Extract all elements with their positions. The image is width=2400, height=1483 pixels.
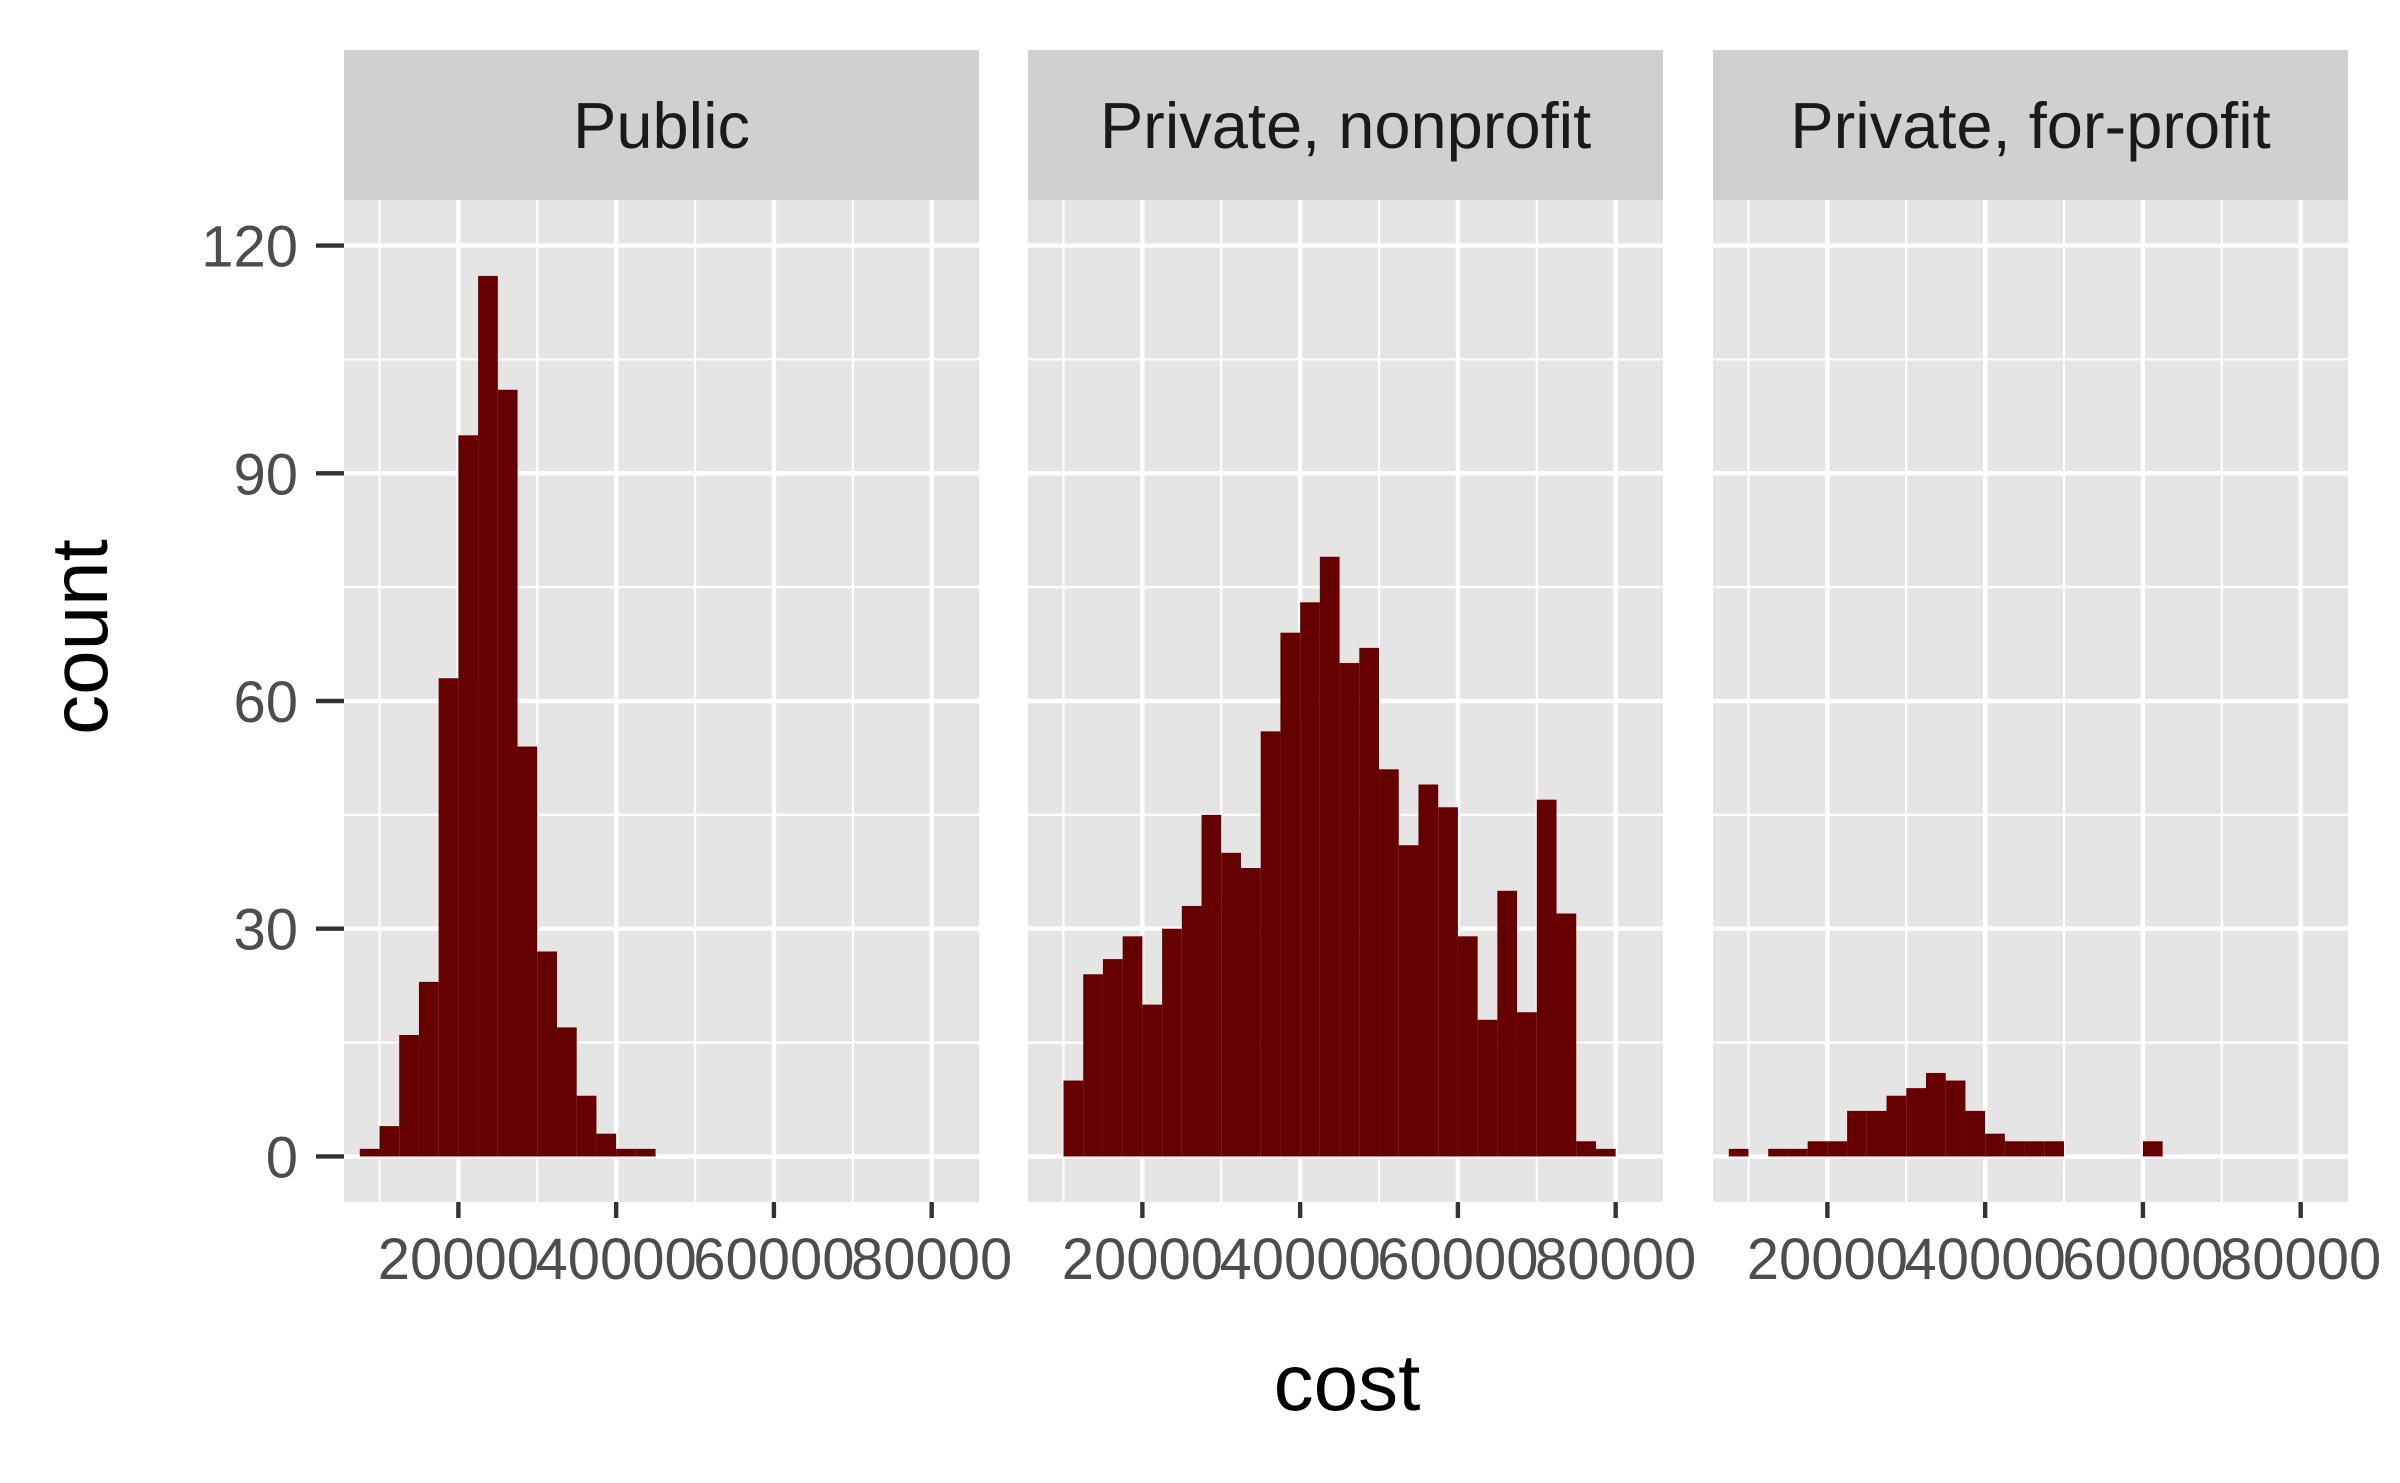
histogram-bar bbox=[1063, 1080, 1084, 1157]
histogram-bar bbox=[1847, 1110, 1867, 1157]
histogram-bar bbox=[1925, 1072, 1946, 1157]
histogram-bar bbox=[497, 389, 518, 1157]
histogram-bar bbox=[1319, 556, 1340, 1157]
x-tick-label: 40000 bbox=[1904, 1227, 2065, 1292]
histogram-bar bbox=[1728, 1148, 1749, 1157]
histogram-bar bbox=[1418, 784, 1439, 1157]
facet-strip bbox=[344, 50, 979, 200]
histogram-bar bbox=[1517, 1012, 1537, 1157]
histogram-bar bbox=[1827, 1141, 1848, 1157]
facet-strip bbox=[1713, 50, 2348, 200]
histogram-bar bbox=[635, 1148, 656, 1157]
histogram-bar bbox=[2004, 1141, 2025, 1157]
histogram-bar bbox=[596, 1133, 617, 1157]
y-tick-label: 0 bbox=[266, 1125, 298, 1190]
histogram-bar bbox=[359, 1148, 380, 1157]
x-tick-label: 60000 bbox=[2062, 1227, 2223, 1292]
histogram-bar bbox=[1142, 1004, 1163, 1157]
histogram-bar bbox=[478, 275, 498, 1157]
x-tick-label: 80000 bbox=[1535, 1227, 1696, 1292]
y-axis-title: count bbox=[35, 539, 124, 735]
histogram-bar bbox=[1906, 1088, 1926, 1157]
facet-strip bbox=[1028, 50, 1663, 200]
x-tick-label: 80000 bbox=[851, 1227, 1012, 1292]
histogram-bar bbox=[1339, 663, 1360, 1157]
histogram-bar bbox=[1083, 974, 1103, 1157]
histogram-bar bbox=[1379, 769, 1399, 1157]
histogram-bar bbox=[1886, 1095, 1907, 1157]
histogram-bar bbox=[1221, 852, 1241, 1157]
x-tick-label: 40000 bbox=[1219, 1227, 1380, 1292]
histogram-bar bbox=[438, 678, 459, 1157]
histogram-bar bbox=[1457, 936, 1478, 1157]
x-tick-label: 20000 bbox=[1747, 1227, 1908, 1292]
histogram-bar bbox=[1787, 1148, 1808, 1157]
y-tick-label: 90 bbox=[233, 442, 298, 507]
histogram-bar bbox=[1181, 905, 1202, 1157]
facet-strip-label: Public bbox=[573, 89, 750, 162]
histogram-bar bbox=[1201, 814, 1222, 1157]
histogram-bar bbox=[2142, 1141, 2163, 1157]
histogram-bar bbox=[2024, 1141, 2045, 1157]
histogram-bar bbox=[418, 981, 439, 1157]
histogram-bar bbox=[1866, 1110, 1887, 1157]
histogram-bar bbox=[517, 746, 538, 1157]
histogram-bar bbox=[458, 435, 479, 1157]
histogram-bar bbox=[1162, 928, 1182, 1157]
histogram-bar bbox=[1359, 647, 1380, 1157]
x-tick-label: 60000 bbox=[1377, 1227, 1538, 1292]
histogram-bar bbox=[1536, 799, 1557, 1157]
histogram-bar bbox=[399, 1035, 419, 1157]
histogram-bar bbox=[1768, 1148, 1788, 1157]
y-tick-label: 30 bbox=[233, 898, 298, 963]
facet-strip-label: Private, for-profit bbox=[1790, 89, 2270, 162]
histogram-bar bbox=[1595, 1148, 1616, 1157]
x-tick-label: 20000 bbox=[1062, 1227, 1223, 1292]
histogram-bar bbox=[1965, 1110, 1986, 1157]
histogram-bar bbox=[1807, 1141, 1828, 1157]
facet-strip-label: Private, nonprofit bbox=[1100, 89, 1591, 162]
histogram-bar bbox=[1497, 890, 1518, 1157]
histogram-bar bbox=[1260, 731, 1281, 1157]
histogram-bar bbox=[1477, 1019, 1498, 1157]
histogram-bar bbox=[1985, 1133, 2005, 1157]
histogram-bar bbox=[1102, 959, 1123, 1157]
x-tick-label: 40000 bbox=[535, 1227, 696, 1292]
x-axis-title: cost bbox=[1274, 1338, 1421, 1427]
x-tick-label: 20000 bbox=[378, 1227, 539, 1292]
histogram-bar bbox=[537, 951, 557, 1157]
histogram-bar bbox=[1576, 1141, 1596, 1157]
y-tick-label: 60 bbox=[233, 670, 298, 735]
x-tick-label: 60000 bbox=[693, 1227, 854, 1292]
histogram-bar bbox=[2044, 1141, 2065, 1157]
histogram-bar bbox=[1280, 632, 1301, 1157]
histogram-bar bbox=[1300, 602, 1320, 1157]
histogram-bar bbox=[1556, 913, 1577, 1157]
histogram-bar bbox=[556, 1027, 577, 1157]
histogram-bar bbox=[1945, 1080, 1966, 1157]
histogram-bar bbox=[1398, 845, 1419, 1157]
x-tick-label: 80000 bbox=[2220, 1227, 2381, 1292]
histogram-bar bbox=[1122, 936, 1143, 1157]
histogram-bar bbox=[576, 1095, 597, 1157]
histogram-bar bbox=[1240, 868, 1261, 1157]
y-tick-label: 120 bbox=[201, 215, 298, 280]
histogram-bar bbox=[616, 1148, 636, 1157]
histogram-bar bbox=[1438, 807, 1458, 1157]
y-axis: 0 30 60 90 120 bbox=[201, 215, 344, 1190]
histogram-bar bbox=[379, 1126, 400, 1157]
